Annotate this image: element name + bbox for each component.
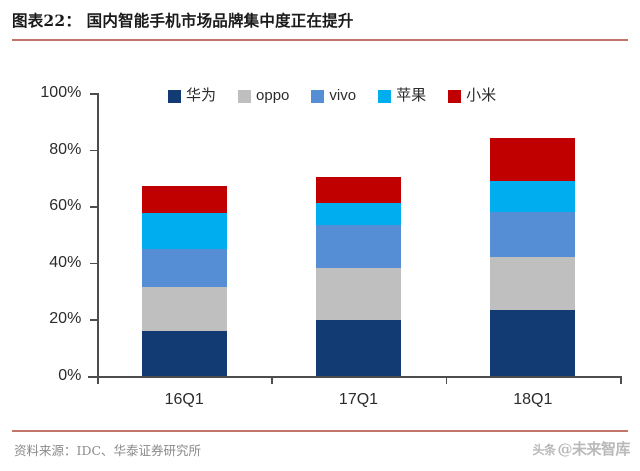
y-axis-tick-label: 0% — [58, 367, 82, 384]
bar-segment[interactable] — [316, 319, 401, 376]
x-axis — [88, 376, 620, 378]
y-axis — [97, 93, 99, 376]
legend-swatch-icon — [378, 89, 392, 103]
source-note: 资料来源：IDC、华泰证券研究所 — [14, 443, 202, 458]
bar-stack[interactable] — [490, 138, 576, 376]
y-axis-tick — [90, 93, 97, 95]
bar-stack[interactable] — [316, 176, 401, 376]
y-axis-tick — [90, 319, 97, 321]
chart-container: 华为 oppo vivo 苹果 小米 0% 20% 40% 60% 80% 100% 16Q1 17Q… — [0, 44, 640, 425]
legend-label: 小米 — [466, 87, 497, 104]
y-axis-tick — [90, 206, 97, 208]
bar-segment[interactable] — [490, 257, 576, 310]
bar-segment[interactable] — [141, 248, 227, 287]
bar-segment[interactable] — [316, 268, 401, 320]
y-axis-tick-label: 40% — [49, 253, 82, 271]
bar-segment[interactable] — [490, 138, 576, 181]
watermark-account: @未来智库 — [557, 440, 630, 458]
legend-item[interactable]: 华为 — [168, 88, 216, 104]
bar-segment[interactable] — [490, 211, 576, 258]
watermark: 头条 @未来智库 — [532, 438, 630, 459]
legend-label: oppo — [256, 87, 290, 104]
bar-segment[interactable] — [141, 213, 227, 249]
bar-segment[interactable] — [490, 309, 576, 376]
legend-label: 华为 — [186, 87, 217, 104]
bar-segment[interactable] — [316, 176, 401, 204]
bar-segment[interactable] — [141, 186, 227, 214]
y-axis-tick — [90, 149, 97, 152]
y-axis-tick-label: 100% — [40, 84, 82, 101]
legend-label: 苹果 — [396, 87, 427, 104]
legend-item[interactable]: 苹果 — [378, 88, 426, 104]
legend-swatch-icon — [448, 89, 462, 103]
figure-header: 图表22： 国内智能手机市场品牌集中度正在提升 — [12, 8, 628, 42]
x-axis-tick — [445, 376, 448, 384]
chart-legend: 华为 oppo vivo 苹果 小米 — [168, 88, 496, 104]
bar-segment[interactable] — [316, 224, 401, 269]
legend-item[interactable]: vivo — [311, 88, 356, 104]
bar-segment[interactable] — [316, 203, 401, 225]
x-axis-tick — [620, 376, 622, 384]
legend-swatch-icon — [168, 89, 181, 103]
legend-item[interactable]: oppo — [238, 88, 289, 104]
header-divider — [12, 39, 628, 41]
legend-item[interactable]: 小米 — [448, 88, 496, 104]
bar-segment[interactable] — [141, 330, 227, 376]
x-axis-tick-label: 17Q1 — [338, 391, 379, 408]
bar-stack[interactable] — [141, 186, 227, 376]
bar-segment[interactable] — [490, 180, 576, 212]
y-axis-tick-label: 20% — [49, 310, 82, 328]
plot-area: 0% 20% 40% 60% 80% 100% 16Q1 17Q1 18Q1 — [40, 84, 622, 408]
x-axis-tick-label: 16Q1 — [164, 391, 204, 408]
footer-divider — [12, 430, 628, 432]
bar-segment[interactable] — [141, 286, 227, 331]
legend-swatch-icon — [238, 89, 252, 103]
y-axis-tick — [90, 262, 97, 265]
y-axis-tick — [90, 376, 97, 378]
legend-swatch-icon — [311, 89, 325, 103]
watermark-platform: 头条 — [532, 443, 556, 457]
x-axis-tick — [97, 376, 99, 384]
legend-label: vivo — [329, 87, 357, 104]
x-axis-tick — [271, 376, 273, 384]
y-axis-tick-label: 80% — [49, 140, 82, 158]
x-axis-tick-label: 18Q1 — [513, 391, 553, 408]
y-axis-tick-label: 60% — [49, 197, 82, 215]
page-title: 图表22： 国内智能手机市场品牌集中度正在提升 — [12, 11, 354, 30]
